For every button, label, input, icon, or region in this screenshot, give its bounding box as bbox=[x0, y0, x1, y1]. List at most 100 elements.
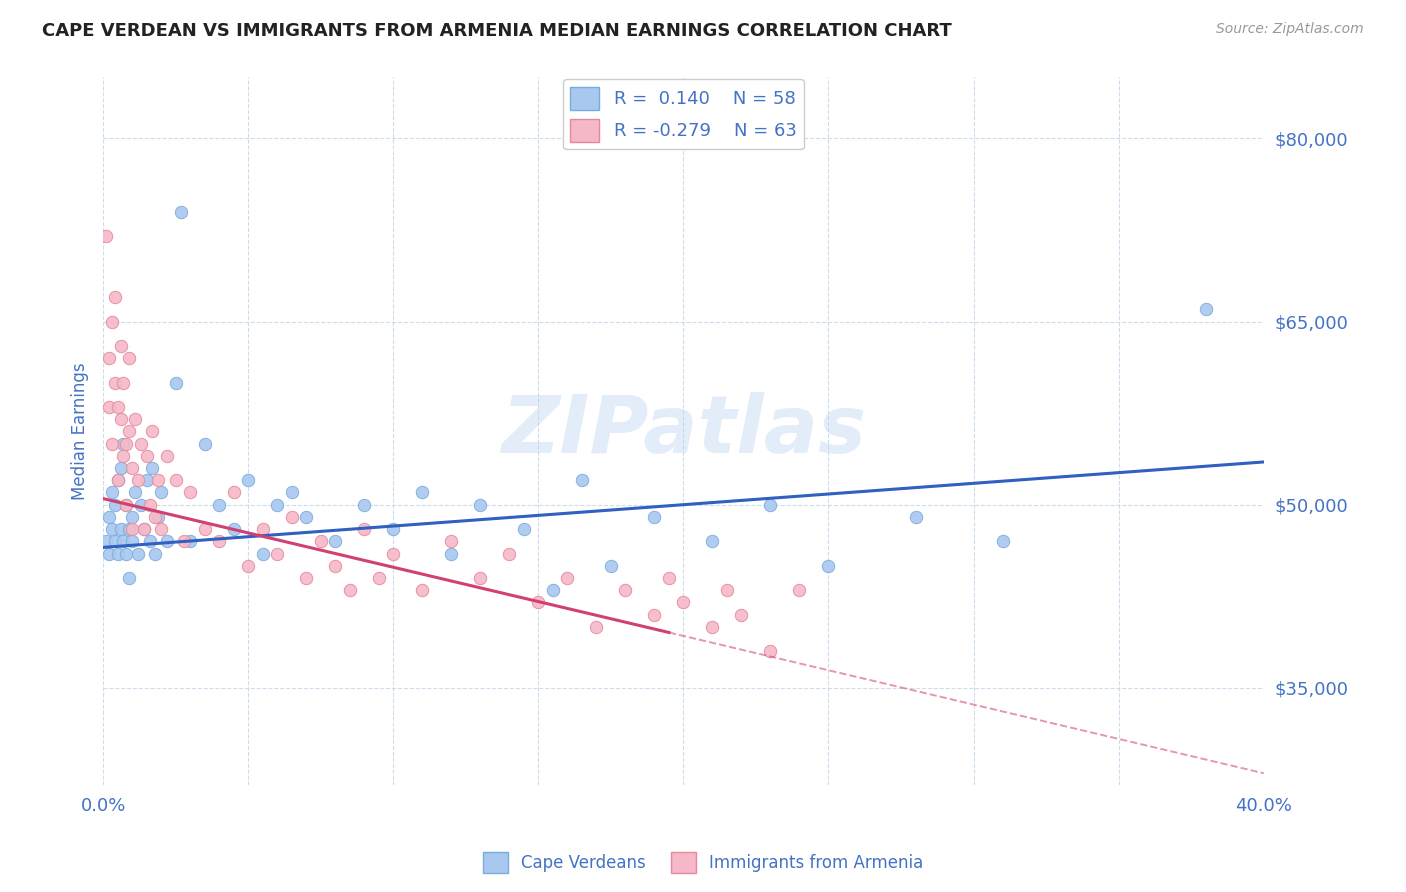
Point bbox=[101, 315, 124, 329]
Point bbox=[94, 534, 117, 549]
Point bbox=[124, 412, 146, 426]
Point bbox=[110, 522, 132, 536]
Point bbox=[97, 547, 120, 561]
Point bbox=[101, 436, 124, 450]
Point bbox=[672, 595, 695, 609]
Text: CAPE VERDEAN VS IMMIGRANTS FROM ARMENIA MEDIAN EARNINGS CORRELATION CHART: CAPE VERDEAN VS IMMIGRANTS FROM ARMENIA … bbox=[42, 22, 952, 40]
Legend: R =  0.140    N = 58, R = -0.279    N = 63: R = 0.140 N = 58, R = -0.279 N = 63 bbox=[562, 79, 804, 149]
Point bbox=[107, 547, 129, 561]
Point bbox=[571, 473, 593, 487]
Point bbox=[170, 204, 193, 219]
Point bbox=[323, 558, 346, 573]
Point bbox=[127, 547, 149, 561]
Point bbox=[1195, 302, 1218, 317]
Point bbox=[104, 376, 127, 390]
Point bbox=[112, 376, 135, 390]
Point bbox=[135, 473, 157, 487]
Point bbox=[238, 473, 260, 487]
Point bbox=[222, 522, 245, 536]
Point bbox=[817, 558, 839, 573]
Point bbox=[112, 534, 135, 549]
Point bbox=[110, 339, 132, 353]
Point bbox=[165, 376, 187, 390]
Point bbox=[527, 595, 550, 609]
Point bbox=[121, 461, 143, 475]
Point bbox=[132, 522, 155, 536]
Point bbox=[112, 436, 135, 450]
Point bbox=[107, 473, 129, 487]
Point bbox=[156, 534, 179, 549]
Point bbox=[104, 290, 127, 304]
Point bbox=[156, 449, 179, 463]
Point bbox=[141, 425, 163, 439]
Point bbox=[367, 571, 389, 585]
Point bbox=[470, 498, 492, 512]
Point bbox=[658, 571, 681, 585]
Point bbox=[643, 607, 665, 622]
Point bbox=[702, 620, 724, 634]
Point bbox=[759, 498, 782, 512]
Point bbox=[353, 498, 375, 512]
Point bbox=[353, 522, 375, 536]
Point bbox=[252, 522, 274, 536]
Point bbox=[97, 400, 120, 414]
Point bbox=[541, 583, 564, 598]
Point bbox=[643, 509, 665, 524]
Point bbox=[440, 547, 463, 561]
Point bbox=[121, 509, 143, 524]
Point bbox=[127, 473, 149, 487]
Point bbox=[339, 583, 361, 598]
Point bbox=[138, 498, 160, 512]
Point bbox=[141, 461, 163, 475]
Point bbox=[121, 522, 143, 536]
Point bbox=[115, 436, 138, 450]
Point bbox=[382, 522, 405, 536]
Point bbox=[112, 449, 135, 463]
Point bbox=[104, 498, 127, 512]
Point bbox=[107, 473, 129, 487]
Legend: Cape Verdeans, Immigrants from Armenia: Cape Verdeans, Immigrants from Armenia bbox=[477, 846, 929, 880]
Point bbox=[179, 534, 201, 549]
Point bbox=[222, 485, 245, 500]
Y-axis label: Median Earnings: Median Earnings bbox=[72, 363, 89, 500]
Point bbox=[165, 473, 187, 487]
Point bbox=[498, 547, 520, 561]
Text: Source: ZipAtlas.com: Source: ZipAtlas.com bbox=[1216, 22, 1364, 37]
Point bbox=[194, 522, 217, 536]
Point bbox=[208, 534, 231, 549]
Point bbox=[599, 558, 621, 573]
Point bbox=[702, 534, 724, 549]
Point bbox=[513, 522, 536, 536]
Point bbox=[323, 534, 346, 549]
Point bbox=[115, 498, 138, 512]
Point bbox=[101, 485, 124, 500]
Point bbox=[759, 644, 782, 658]
Point bbox=[118, 522, 141, 536]
Point bbox=[118, 351, 141, 366]
Point bbox=[208, 498, 231, 512]
Point bbox=[440, 534, 463, 549]
Point bbox=[470, 571, 492, 585]
Point bbox=[148, 473, 170, 487]
Point bbox=[124, 485, 146, 500]
Point bbox=[585, 620, 607, 634]
Point bbox=[252, 547, 274, 561]
Point bbox=[129, 498, 152, 512]
Point bbox=[150, 522, 173, 536]
Point bbox=[101, 522, 124, 536]
Point bbox=[280, 485, 302, 500]
Point bbox=[991, 534, 1014, 549]
Point bbox=[614, 583, 637, 598]
Point bbox=[97, 351, 120, 366]
Point bbox=[904, 509, 927, 524]
Point bbox=[716, 583, 738, 598]
Point bbox=[179, 485, 201, 500]
Point bbox=[557, 571, 579, 585]
Point bbox=[110, 412, 132, 426]
Point bbox=[382, 547, 405, 561]
Point bbox=[309, 534, 332, 549]
Point bbox=[118, 425, 141, 439]
Point bbox=[135, 449, 157, 463]
Point bbox=[138, 534, 160, 549]
Point bbox=[789, 583, 811, 598]
